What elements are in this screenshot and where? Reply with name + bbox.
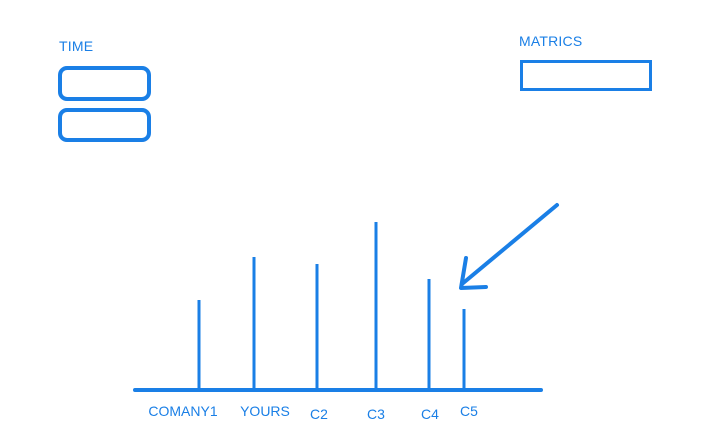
tick-label-comany1: COMANY1 — [148, 403, 217, 419]
time-start-input[interactable] — [58, 66, 151, 101]
tick-label-c4: C4 — [421, 406, 439, 422]
tick-label-c5: C5 — [460, 403, 478, 419]
time-label: TIME — [59, 38, 94, 54]
metrics-input[interactable] — [520, 60, 652, 91]
tick-label-yours: YOURS — [240, 403, 290, 419]
time-end-input[interactable] — [58, 108, 151, 142]
tick-label-c3: C3 — [367, 406, 385, 422]
metrics-label: MATRICS — [519, 33, 583, 49]
arrow-pointing-to-c5-icon — [459, 203, 559, 290]
tick-label-c2: C2 — [310, 406, 328, 422]
